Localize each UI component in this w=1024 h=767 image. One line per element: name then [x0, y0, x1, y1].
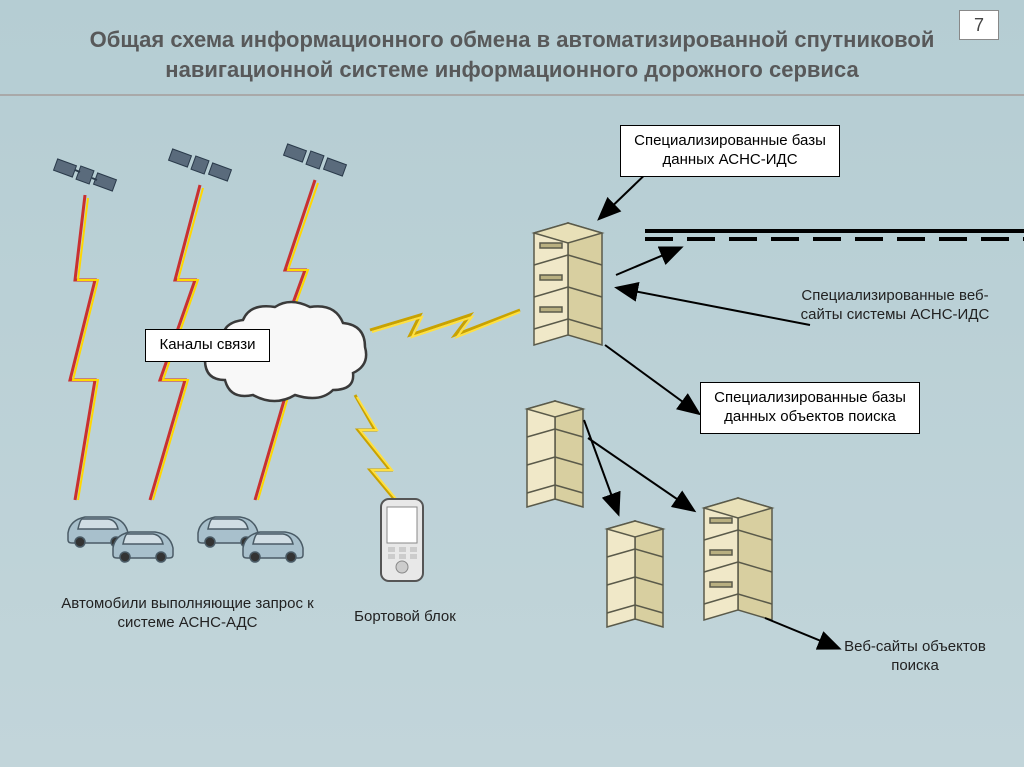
page-number: 7: [959, 10, 999, 40]
page-title: Общая схема информационного обмена в авт…: [0, 0, 1024, 94]
server-icon: [515, 395, 590, 515]
label-websites-asns: Специализированные веб-сайты системы АСН…: [790, 287, 1000, 325]
server-icon: [690, 490, 780, 630]
server-icon: [520, 215, 610, 355]
label-cars: Автомобили выполняющие запрос к системе …: [60, 595, 315, 633]
title-divider: [0, 94, 1024, 96]
label-db-asns: Специализированные базы данных АСНС-ИДС: [620, 125, 840, 177]
car-icon: [235, 520, 310, 565]
phone-icon: [375, 495, 430, 585]
car-icon: [105, 520, 180, 565]
label-db-objects: Специализированные базы данных объектов …: [700, 382, 920, 434]
label-channels: Каналы связи: [145, 329, 270, 362]
satellite-icon: [165, 140, 235, 190]
satellite-icon: [280, 135, 350, 185]
satellite-icon: [50, 150, 120, 200]
label-onboard: Бортовой блок: [345, 608, 465, 627]
label-websites-objects: Веб-сайты объектов поиска: [825, 638, 1005, 676]
dashed-road-icon: [645, 228, 1024, 242]
diagram-canvas: Каналы связи Специализированные базы дан…: [0, 120, 1024, 767]
server-icon: [595, 515, 670, 635]
